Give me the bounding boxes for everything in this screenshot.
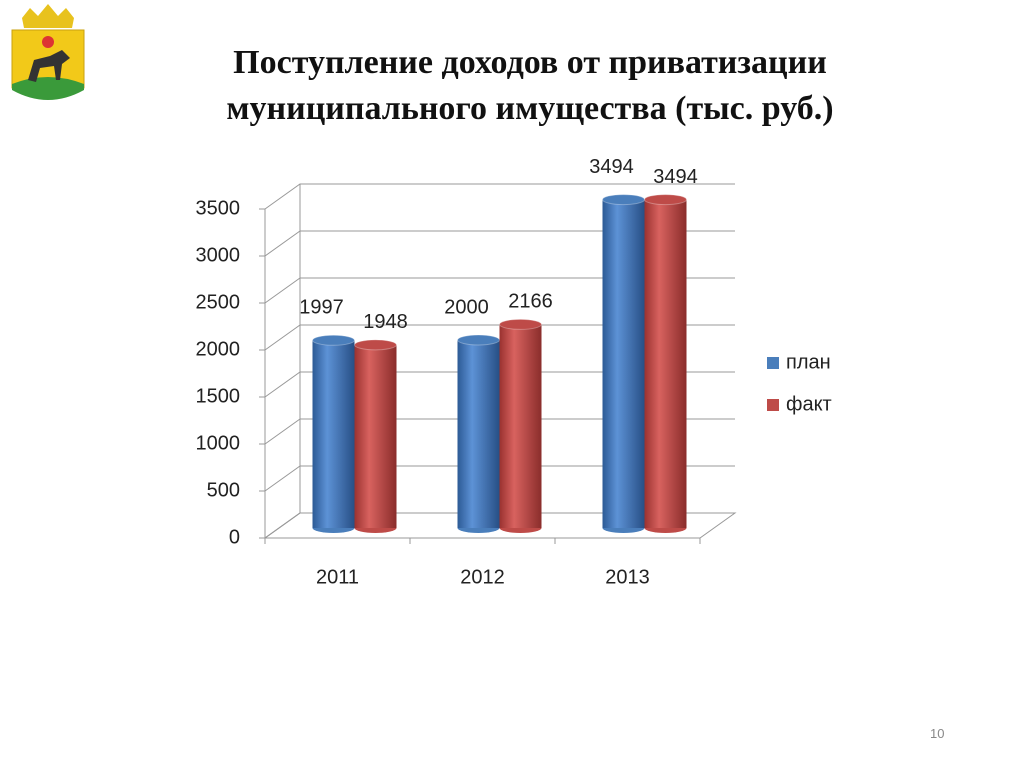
grid-line	[264, 512, 735, 539]
bar	[602, 199, 645, 528]
grid-line	[264, 418, 735, 445]
x-tick-label: 2012	[460, 566, 505, 588]
grid-line	[264, 324, 735, 351]
legend-label: план	[786, 351, 831, 373]
value-label: 3494	[653, 166, 698, 188]
bar	[312, 340, 355, 528]
bar-top	[312, 334, 355, 346]
bar	[499, 324, 542, 528]
value-label: 2000	[444, 296, 489, 318]
x-tick-label: 2011	[316, 566, 359, 588]
y-tick-label: 2500	[196, 291, 241, 313]
y-tick-label: 1000	[196, 432, 241, 454]
value-label: 1948	[363, 311, 408, 333]
bar-top	[602, 194, 645, 206]
y-tick-label: 0	[229, 526, 240, 548]
value-label: 3494	[589, 156, 634, 178]
legend-swatch	[767, 399, 779, 411]
grid-line	[264, 371, 735, 398]
grid-line	[264, 277, 735, 304]
bar-top	[644, 194, 687, 206]
grid-line	[264, 230, 735, 257]
grid-line	[264, 465, 735, 492]
logo	[11, 4, 85, 100]
legend-label: факт	[786, 393, 832, 415]
grid-line	[264, 183, 735, 210]
x-tick-label: 2013	[605, 566, 650, 588]
axis-wall	[264, 184, 301, 539]
value-label: 2166	[508, 291, 553, 313]
y-tick-label: 3500	[196, 197, 241, 219]
legend-swatch	[767, 357, 779, 369]
page-number: 10	[930, 726, 945, 741]
y-tick-label: 1500	[196, 385, 241, 407]
bar-top	[354, 339, 397, 351]
chart-title: Поступление доходов от приватизации муни…	[226, 44, 834, 127]
y-tick-label: 2000	[196, 338, 241, 360]
y-tick-label: 500	[207, 479, 240, 501]
bar	[457, 340, 500, 528]
bar	[644, 199, 687, 528]
bar-top	[457, 334, 500, 346]
y-tick-label: 3000	[196, 244, 241, 266]
bar-top	[499, 318, 542, 330]
value-label: 1997	[299, 297, 344, 319]
bar	[354, 344, 397, 528]
